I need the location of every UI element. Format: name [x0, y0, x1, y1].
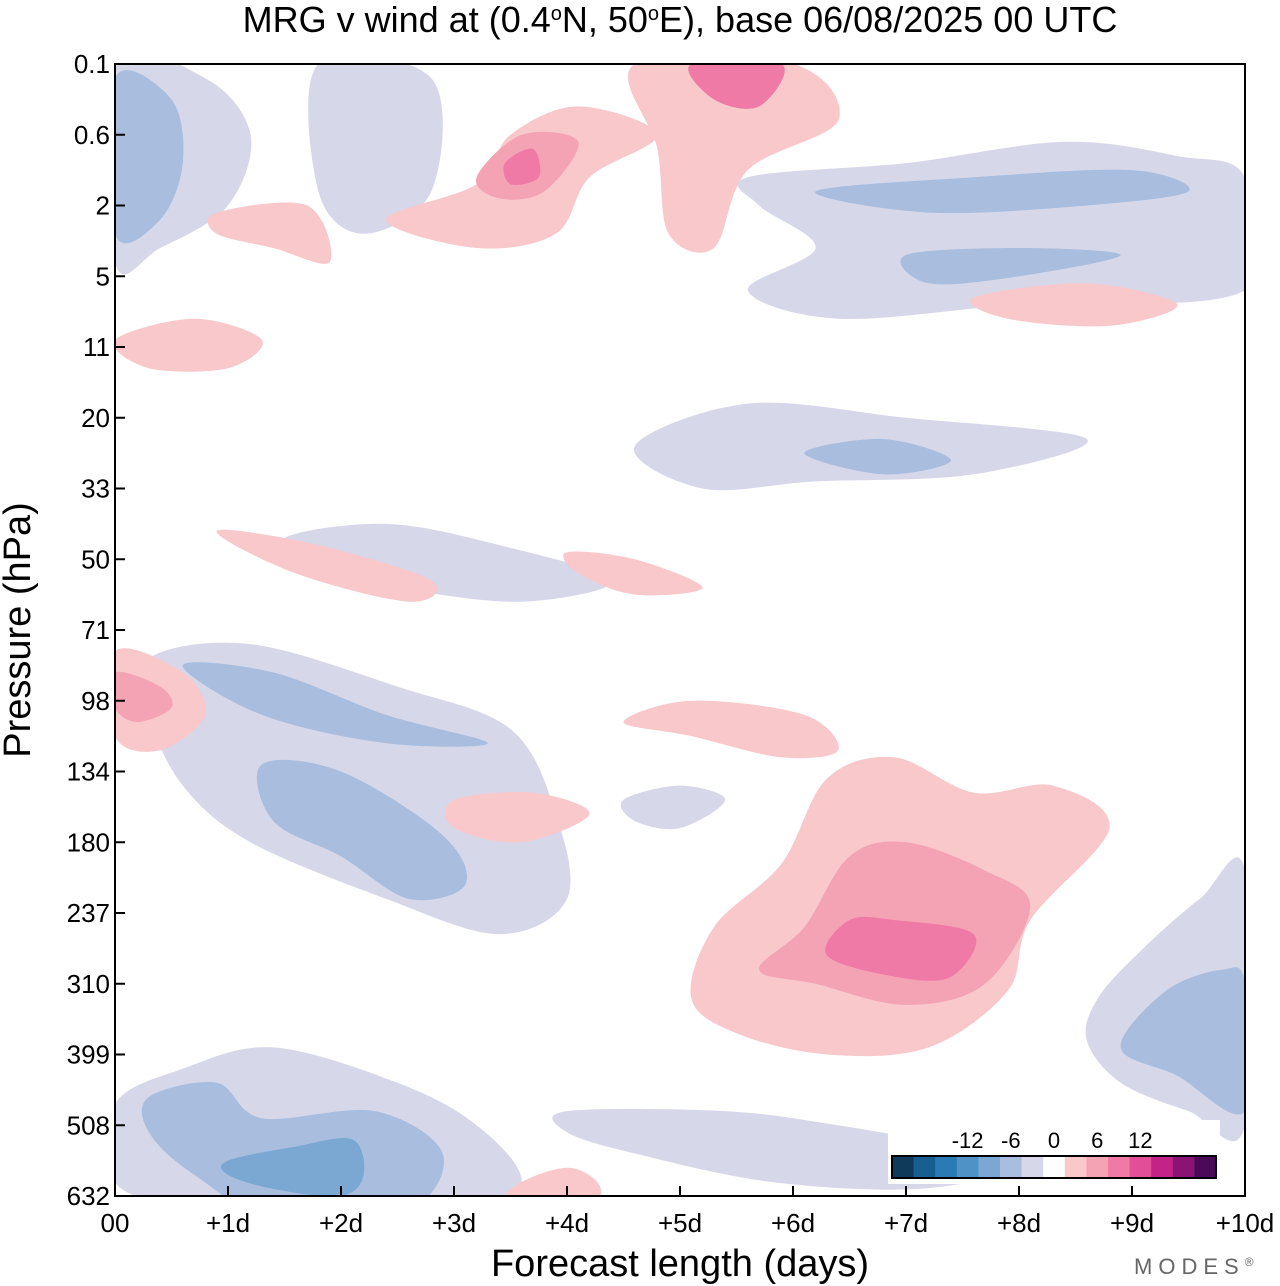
contour-region-23: [503, 148, 541, 186]
x-tick-label: +1d: [206, 1208, 250, 1238]
y-tick-label: 180: [67, 827, 110, 857]
x-axis: 00 +1d +2d +3d +4d +5d +6d +7d +8d +9d +10d: [101, 1186, 1275, 1238]
colorbar-swatch: [1086, 1156, 1109, 1178]
contour-region-5: [256, 759, 468, 901]
x-tick-label: +9d: [1110, 1208, 1154, 1238]
x-tick-label: +6d: [771, 1208, 815, 1238]
contour-region-7: [115, 671, 173, 722]
colorbar-swatch: [935, 1156, 958, 1178]
contour-region-19: [115, 70, 184, 244]
x-tick-label: +5d: [658, 1208, 702, 1238]
colorbar-label: 6: [1091, 1128, 1103, 1153]
contour-region-11: [623, 700, 839, 759]
x-tick-label: +3d: [432, 1208, 476, 1238]
contour-region-35: [970, 283, 1178, 327]
contour-region-1: [141, 1082, 444, 1196]
colorbar-label: -12: [952, 1128, 984, 1153]
contour-region-31: [115, 318, 263, 372]
x-axis-label: Forecast length (days): [491, 1243, 869, 1285]
contour-region-17: [620, 785, 726, 830]
y-tick-label: 33: [81, 474, 110, 504]
contour-region-10: [825, 916, 977, 981]
contour-region-16: [444, 791, 590, 843]
contour-region-15: [504, 1167, 602, 1196]
y-tick-label: 134: [67, 757, 110, 787]
contour-region-25: [688, 64, 785, 109]
y-tick-label: 2: [96, 191, 110, 221]
x-tick-label: 00: [101, 1208, 130, 1238]
colorbar-frame: [891, 1155, 1217, 1179]
y-tick-label: 0.1: [74, 49, 110, 79]
colorbar-label: 12: [1128, 1128, 1152, 1153]
colorbar-legend: -12 -6 0 6 12: [888, 1120, 1220, 1184]
colorbar-swatch: [913, 1156, 936, 1178]
contour-region-4: [182, 662, 488, 747]
colorbar-swatch: [1108, 1156, 1131, 1178]
colorbar-swatch: [1064, 1156, 1087, 1178]
colorbar-label: 0: [1048, 1128, 1060, 1153]
colorbar-label: -6: [1001, 1128, 1021, 1153]
colorbar-swatch: [892, 1156, 915, 1178]
colorbar-swatch: [1000, 1156, 1023, 1178]
y-tick-label: 50: [81, 544, 110, 574]
contour-region-20: [308, 64, 443, 234]
x-tick-label: +7d: [884, 1208, 928, 1238]
colorbar-swatch: [1129, 1156, 1152, 1178]
y-tick-label: 20: [81, 403, 110, 433]
y-tick-label: 310: [67, 969, 110, 999]
colorbar-swatch: [1151, 1156, 1174, 1178]
colorbar-swatch: [978, 1156, 1001, 1178]
y-tick-label: 71: [81, 615, 110, 645]
contour-region-30: [804, 438, 952, 475]
colorbar-swatch: [1021, 1156, 1044, 1178]
y-tick-label: 5: [96, 261, 110, 291]
colorbar-swatch: [1172, 1156, 1195, 1178]
modes-logo: MODES®: [1134, 1254, 1260, 1279]
chart-title: MRG v wind at (0.4oN, 50oE), base 06/08/…: [243, 0, 1118, 40]
x-tick-label: +4d: [545, 1208, 589, 1238]
y-tick-label: 98: [81, 686, 110, 716]
contour-region-36: [563, 551, 703, 596]
colorbar-swatch: [956, 1156, 979, 1178]
x-tick-label: +2d: [319, 1208, 363, 1238]
y-tick-label: 0.6: [74, 120, 110, 150]
contour-region-2: [220, 1138, 365, 1196]
colorbar-swatch: [1043, 1156, 1066, 1178]
x-tick-label: +10d: [1216, 1208, 1275, 1238]
y-tick-label: 632: [67, 1181, 110, 1211]
x-tick-label: +8d: [997, 1208, 1041, 1238]
y-axis-label: Pressure (hPa): [0, 502, 39, 758]
y-tick-label: 399: [67, 1040, 110, 1070]
contour-region-27: [815, 169, 1190, 214]
contour-region-32: [207, 202, 332, 264]
colorbar-swatch: [1194, 1156, 1217, 1178]
y-tick-label: 508: [67, 1110, 110, 1140]
y-tick-label: 237: [67, 898, 110, 928]
y-axis: 0.1 0.6 2 5 11 20 33 50 71 98 134 180 237 310 399 508 63…: [67, 49, 125, 1211]
contour-region-24: [628, 64, 840, 253]
contour-region-28: [900, 248, 1121, 285]
y-tick-label: 11: [83, 332, 110, 362]
contour-region-33: [281, 523, 613, 602]
contour-region-34: [216, 529, 438, 602]
contour-region-13: [1120, 967, 1245, 1115]
